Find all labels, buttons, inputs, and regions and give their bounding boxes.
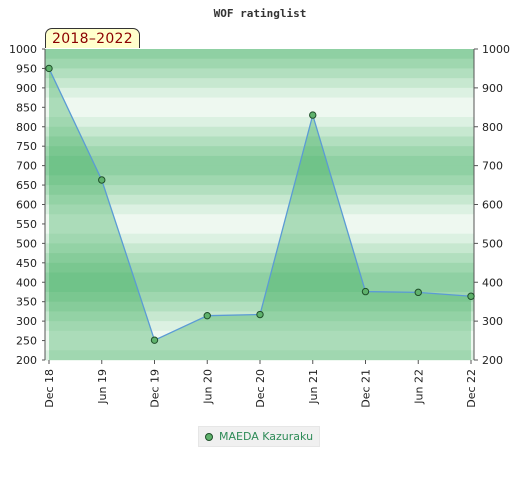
background-band — [45, 340, 474, 351]
background-band — [45, 321, 474, 332]
x-tick-label: Jun 21 — [307, 369, 320, 405]
left-tick-label: 800 — [16, 121, 37, 134]
background-band — [45, 301, 474, 312]
background-band — [45, 126, 474, 137]
left-tick-label: 850 — [16, 101, 37, 114]
background-band — [45, 214, 474, 225]
left-tick-label: 500 — [16, 237, 37, 250]
x-tick-label: Dec 22 — [465, 369, 478, 408]
background-band — [45, 58, 474, 69]
left-axis-ticks: 200 250 300 350 400 450 500 550 600 650 700 750 800 8… — [9, 43, 45, 367]
series-point[interactable] — [467, 292, 475, 300]
legend-marker-icon — [205, 432, 213, 441]
background-band — [45, 262, 474, 274]
x-tick-label: Dec 20 — [254, 369, 267, 408]
background-band — [45, 253, 474, 264]
background-band — [45, 204, 474, 215]
series-point[interactable] — [309, 111, 317, 119]
series-point[interactable] — [98, 176, 106, 184]
left-tick-label: 250 — [16, 335, 37, 348]
background-band — [45, 243, 474, 254]
right-tick-label: 500 — [482, 237, 503, 250]
left-tick-label: 450 — [16, 257, 37, 270]
left-tick-label: 750 — [16, 140, 37, 153]
right-tick-label: 700 — [482, 160, 503, 173]
left-tick-label: 650 — [16, 179, 37, 192]
x-tick-label: Dec 19 — [149, 369, 162, 408]
legend[interactable]: MAEDA Kazuraku — [198, 426, 321, 447]
legend-label: MAEDA Kazuraku — [219, 430, 314, 443]
left-tick-label: 300 — [16, 315, 37, 328]
background-band — [45, 136, 474, 147]
x-tick-label: Jun 20 — [201, 369, 214, 405]
chart-title: WOF ratinglist — [214, 7, 307, 20]
series-area-fill — [49, 68, 471, 360]
background-band — [45, 233, 474, 244]
x-tick-label: Dec 18 — [43, 369, 56, 408]
x-axis-ticks: Dec 18 Jun 19 Dec 19 Jun 20 Dec 20 Jun 21 Dec … — [43, 360, 478, 408]
background-band — [45, 146, 474, 157]
background-band — [45, 175, 474, 186]
background-band — [45, 194, 474, 205]
series-points — [45, 64, 475, 344]
left-tick-label: 200 — [16, 354, 37, 367]
background-band — [45, 107, 474, 118]
right-tick-label: 300 — [482, 315, 503, 328]
background-band — [45, 330, 474, 342]
background-band — [45, 291, 474, 303]
series-point[interactable] — [45, 64, 53, 73]
background-band — [45, 78, 474, 89]
right-tick-label: 600 — [482, 199, 503, 212]
left-tick-label: 1000 — [9, 43, 37, 56]
background-band — [45, 223, 474, 235]
left-tick-label: 350 — [16, 296, 37, 309]
background-band — [45, 97, 474, 108]
background-band — [45, 68, 474, 79]
left-tick-label: 600 — [16, 199, 37, 212]
right-tick-label: 800 — [482, 121, 503, 134]
x-tick-label: Jun 19 — [96, 369, 109, 405]
right-tick-label: 900 — [482, 82, 503, 95]
background-band — [45, 155, 474, 167]
right-tick-label: 200 — [482, 354, 503, 367]
x-tick-label: Dec 21 — [360, 369, 373, 408]
background-bands — [45, 49, 474, 361]
left-tick-label: 700 — [16, 160, 37, 173]
left-tick-label: 550 — [16, 218, 37, 231]
background-band — [45, 87, 474, 99]
right-axis-ticks: 200 300 400 500 600 700 800 900 1000 — [474, 43, 510, 367]
right-tick-label: 400 — [482, 276, 503, 289]
period-badge: 2018–2022 — [45, 28, 140, 48]
series-point[interactable] — [150, 336, 159, 344]
left-tick-label: 900 — [16, 82, 37, 95]
background-band — [45, 282, 474, 293]
series-point[interactable] — [361, 287, 370, 296]
background-band — [45, 185, 474, 196]
background-band — [45, 350, 474, 361]
series-point[interactable] — [203, 311, 211, 320]
right-tick-label: 1000 — [482, 43, 510, 56]
x-tick-label: Jun 22 — [412, 369, 425, 405]
series-point[interactable] — [414, 288, 422, 297]
background-band — [45, 165, 474, 176]
background-band — [45, 272, 474, 283]
background-band — [45, 117, 474, 128]
background-band — [45, 49, 474, 60]
series-point[interactable] — [256, 310, 264, 319]
left-tick-label: 950 — [16, 62, 37, 75]
left-tick-label: 400 — [16, 276, 37, 289]
